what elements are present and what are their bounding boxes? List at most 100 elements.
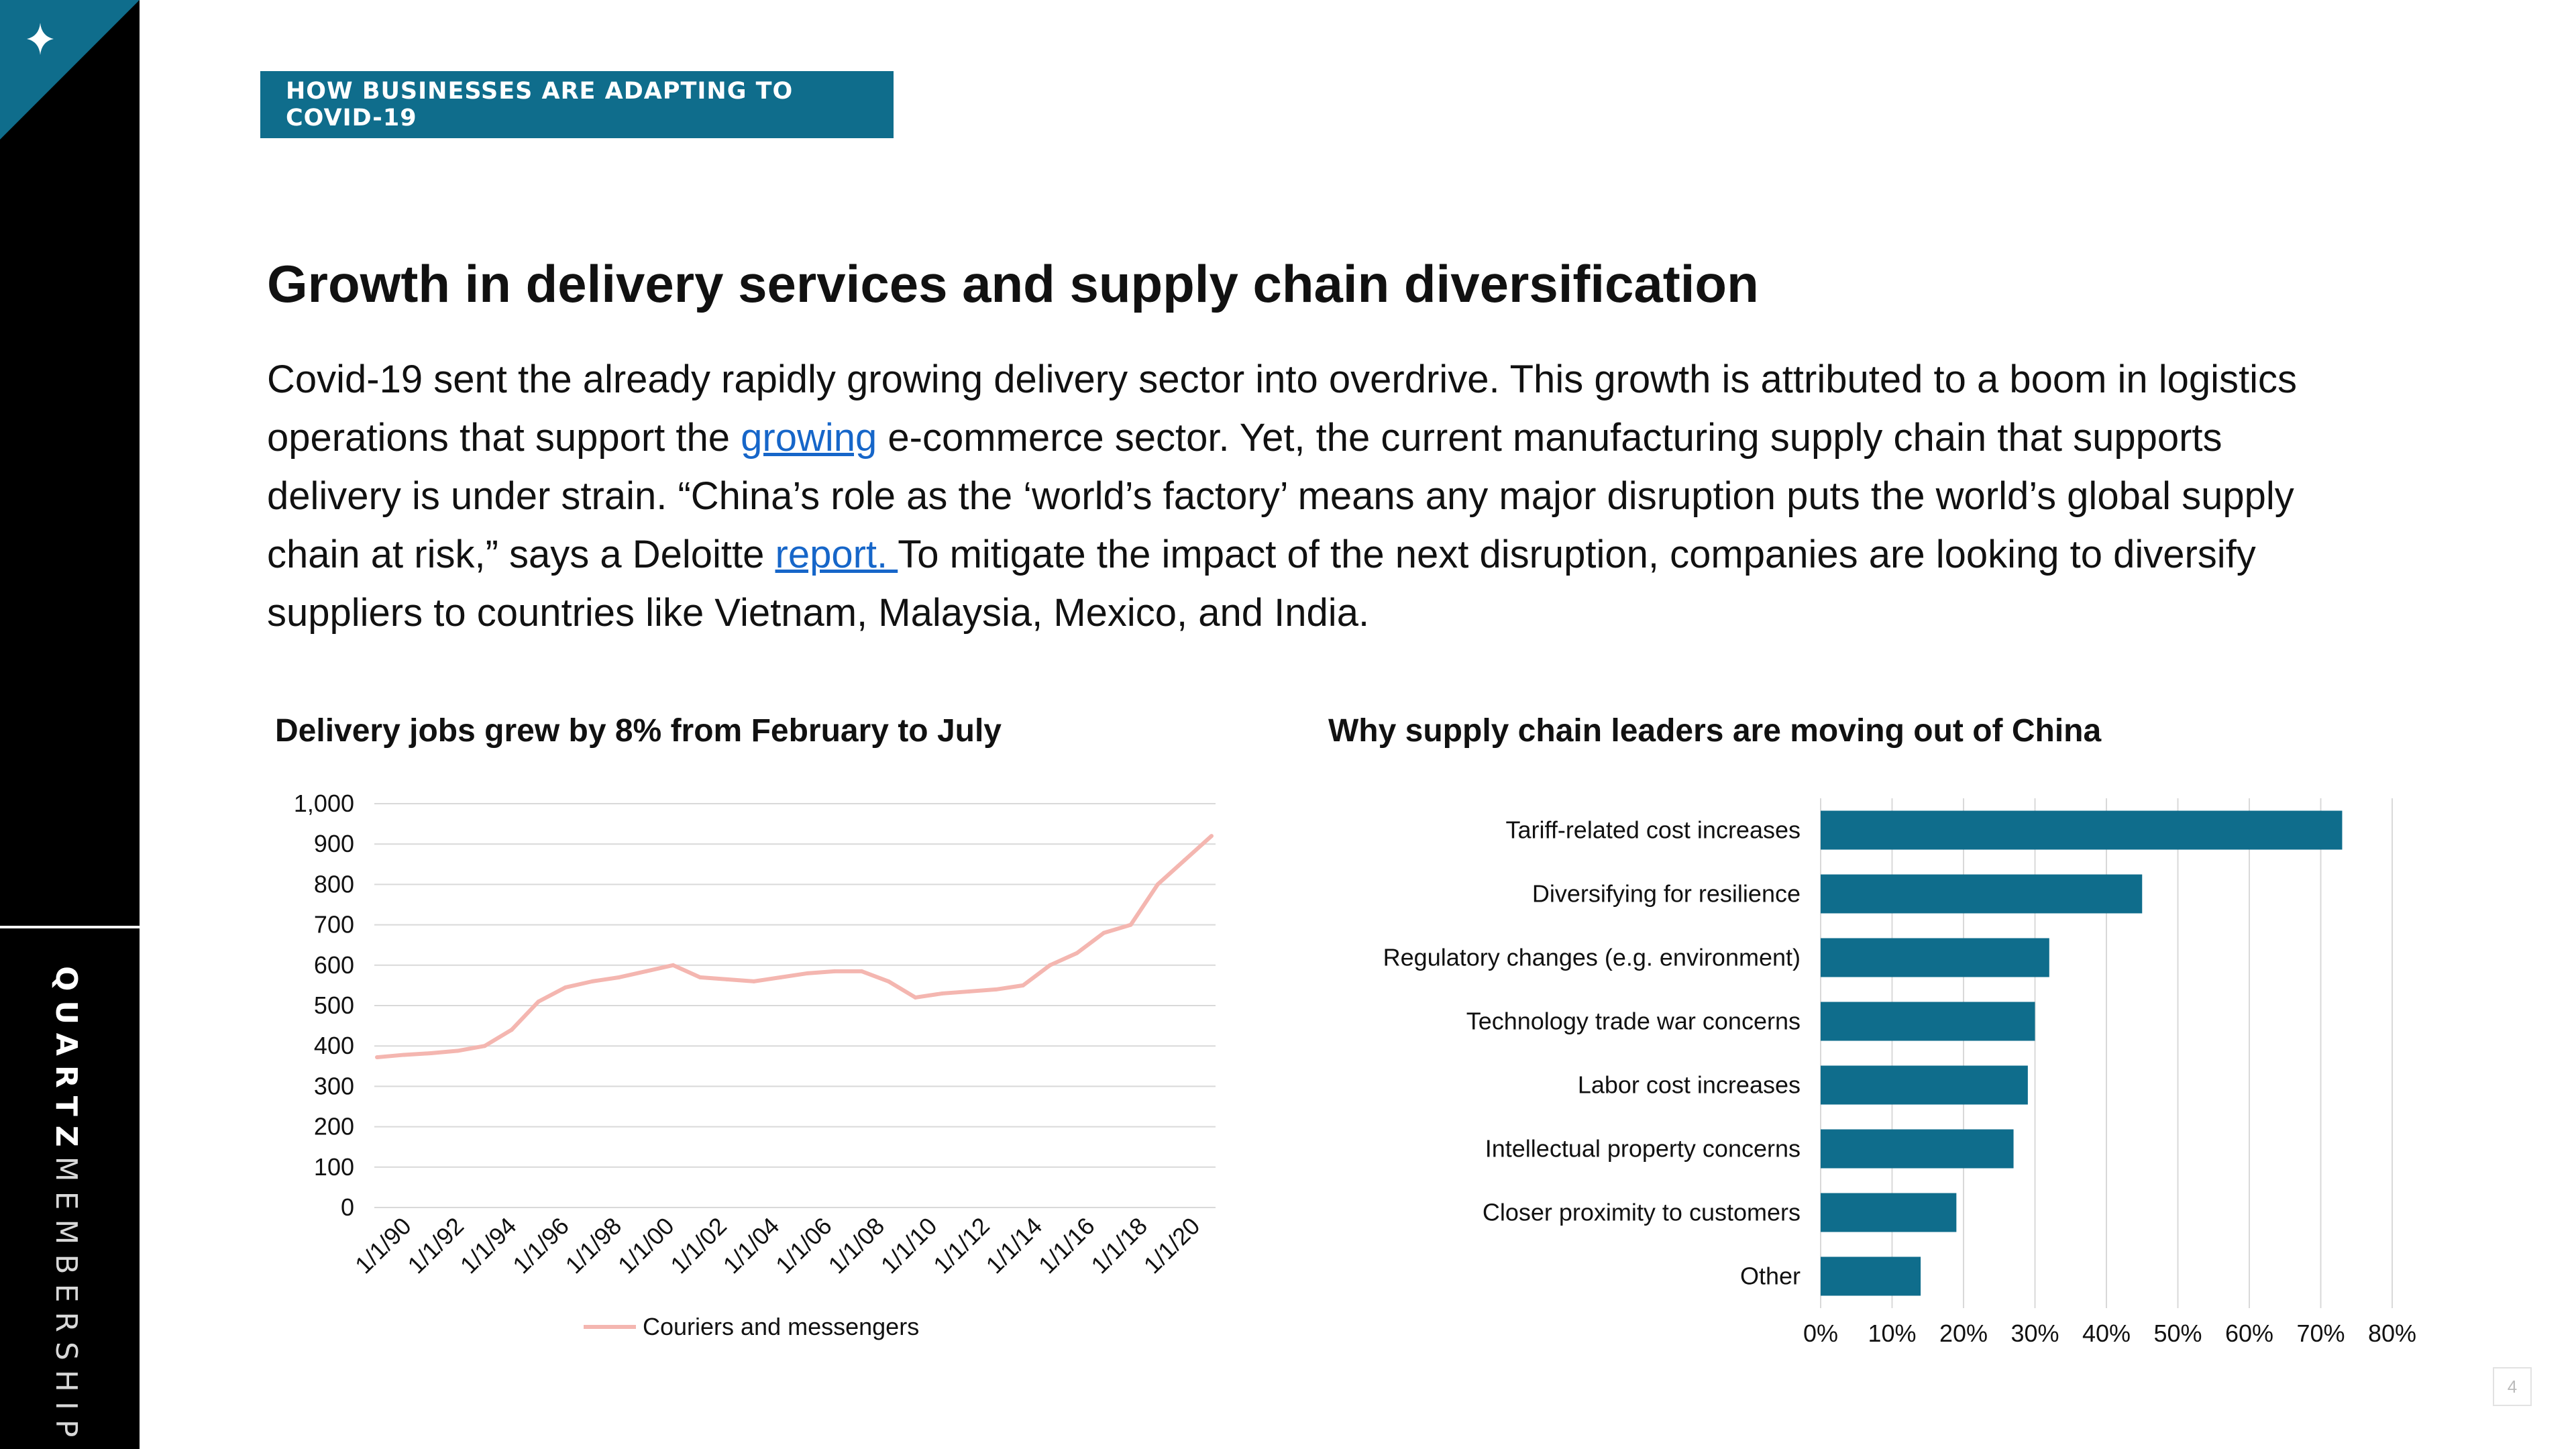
intro-text-2: e-commerce sector. Yet, the current manu… [267, 416, 2294, 576]
data-point [1155, 882, 1160, 887]
report-link[interactable]: report. [775, 533, 898, 576]
data-point [402, 1053, 407, 1057]
data-point [778, 975, 783, 979]
x-tick-label: 1/1/06 [770, 1212, 837, 1279]
y-tick-label: 300 [314, 1072, 354, 1099]
section-tag: HOW BUSINESSES ARE ADAPTING TO COVID-19 [260, 71, 894, 138]
intro-text-3: To mitigate the impact of the next disru… [267, 533, 2256, 635]
x-tick-label: 1/1/98 [560, 1212, 627, 1279]
x-tick-label: 1/1/92 [402, 1212, 469, 1279]
intro-text-1: Covid-19 sent the already rapidly growin… [267, 358, 2298, 460]
data-point [1021, 983, 1026, 987]
y-tick-label: 100 [314, 1153, 354, 1181]
data-point [1182, 858, 1187, 863]
x-tick-label: 1/1/02 [665, 1212, 732, 1279]
sidebar: QUARTZMEMBERSHIP [0, 0, 140, 1449]
x-tick-label: 1/1/14 [981, 1212, 1048, 1279]
data-point [617, 975, 622, 979]
category-label: Technology trade war concerns [1466, 1008, 1801, 1035]
growing-link[interactable]: growing [741, 416, 877, 460]
bar [1821, 1129, 2014, 1169]
corner-badge [0, 0, 140, 140]
bar [1821, 810, 2343, 850]
data-point [833, 969, 837, 973]
category-label: Diversifying for resilience [1532, 880, 1801, 908]
bar [1821, 1002, 2035, 1041]
bar [1821, 1256, 1921, 1296]
data-point [455, 1049, 460, 1053]
category-label: Intellectual property concerns [1485, 1135, 1801, 1163]
x-tick-label: 60% [2225, 1320, 2273, 1347]
x-tick-label: 1/1/10 [875, 1212, 943, 1279]
bar [1821, 1065, 2028, 1105]
data-point [671, 963, 676, 967]
x-tick-label: 10% [1868, 1320, 1916, 1347]
x-tick-label: 30% [2010, 1320, 2059, 1347]
data-point [1102, 930, 1106, 935]
data-point [806, 971, 810, 975]
legend-label: Couriers and messengers [643, 1313, 919, 1340]
bar [1821, 874, 2143, 914]
x-tick-label: 1/1/08 [822, 1212, 890, 1279]
x-tick-label: 20% [1939, 1320, 1988, 1347]
data-point [698, 975, 702, 979]
y-tick-label: 0 [341, 1193, 354, 1221]
data-point [724, 977, 729, 981]
x-tick-label: 0% [1803, 1320, 1838, 1347]
data-point [536, 999, 541, 1004]
y-tick-label: 500 [314, 991, 354, 1019]
x-tick-label: 1/1/00 [612, 1212, 680, 1279]
category-label: Other [1740, 1263, 1801, 1290]
x-tick-label: 1/1/16 [1033, 1212, 1100, 1279]
page-number: 4 [2493, 1367, 2532, 1406]
series-line-couriers [376, 834, 1214, 1060]
bar-chart-title: Why supply chain leaders are moving out … [1328, 713, 2102, 749]
data-point [563, 985, 568, 989]
data-point [482, 1044, 487, 1049]
data-point [940, 991, 945, 996]
category-label: Tariff-related cost increases [1505, 816, 1801, 844]
x-tick-label: 70% [2296, 1320, 2345, 1347]
data-point [1210, 834, 1214, 839]
data-point [994, 987, 998, 991]
data-point [644, 969, 649, 973]
x-tick-label: 1/1/18 [1085, 1212, 1152, 1279]
data-point [429, 1051, 433, 1056]
y-tick-label: 1,000 [294, 790, 354, 817]
data-point [509, 1028, 514, 1032]
y-tick-label: 200 [314, 1113, 354, 1140]
x-tick-label: 50% [2153, 1320, 2202, 1347]
bar [1821, 938, 2049, 977]
data-point [967, 989, 971, 994]
category-label: Labor cost increases [1578, 1071, 1801, 1099]
line-chart-title: Delivery jobs grew by 8% from February t… [275, 713, 1002, 749]
x-tick-label: 1/1/94 [455, 1212, 522, 1279]
y-tick-label: 900 [314, 830, 354, 857]
data-point [913, 995, 918, 1000]
y-tick-label: 600 [314, 951, 354, 979]
y-tick-label: 700 [314, 911, 354, 938]
data-point [590, 979, 595, 983]
data-point [751, 979, 756, 983]
y-tick-label: 400 [314, 1032, 354, 1059]
x-tick-label: 1/1/04 [718, 1212, 785, 1279]
x-tick-label: 40% [2082, 1320, 2131, 1347]
data-point [886, 979, 891, 983]
sidebar-divider [0, 926, 140, 928]
data-point [1075, 951, 1079, 955]
x-tick-label: 1/1/20 [1138, 1212, 1205, 1279]
x-tick-label: 1/1/12 [928, 1212, 995, 1279]
y-tick-label: 800 [314, 870, 354, 898]
x-tick-label: 1/1/90 [350, 1212, 417, 1279]
data-point [1128, 922, 1133, 927]
bar [1821, 1193, 1957, 1232]
category-label: Regulatory changes (e.g. environment) [1383, 944, 1801, 971]
page-title: Growth in delivery services and supply c… [267, 254, 1759, 313]
sparkle-icon [27, 23, 54, 55]
data-point [375, 1055, 379, 1060]
data-point [1048, 963, 1053, 967]
intro-paragraph: Covid-19 sent the already rapidly growin… [267, 350, 2347, 642]
category-label: Closer proximity to customers [1483, 1199, 1801, 1226]
x-tick-label: 80% [2368, 1320, 2416, 1347]
